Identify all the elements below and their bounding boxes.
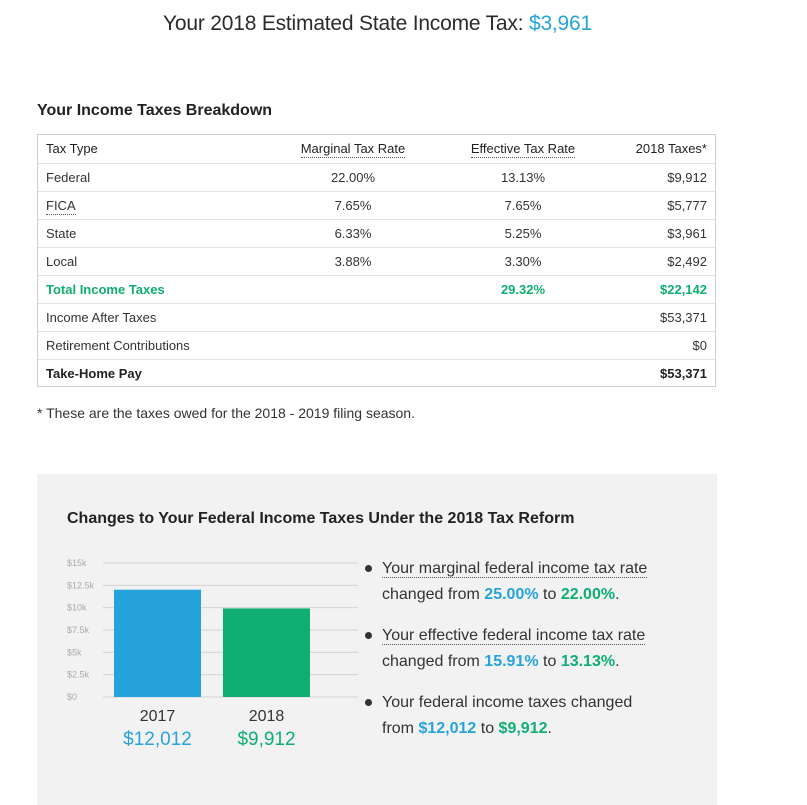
row-marginal [268,275,438,303]
row-taxes: $2,492 [667,253,707,269]
row-type: State [46,225,77,241]
take-home-row: Take-Home Pay $53,371 [38,359,715,387]
row-marginal [268,359,438,387]
table-row: Retirement Contributions $0 [38,331,715,359]
row-type: Local [46,253,78,269]
row-type: Federal [46,169,91,185]
row-taxes: $5,777 [667,197,707,213]
bullet-dot-icon [365,565,372,572]
bullet-mid: changed from [382,586,480,603]
row-type-fica[interactable]: FICA [46,197,76,215]
table-header-row: Tax Type Marginal Tax Rate Effective Tax… [38,135,715,163]
col-marginal[interactable]: Marginal Tax Rate [300,141,406,159]
y-tick-label: $10k [67,603,87,613]
bullet-from: $12,012 [418,720,477,737]
row-marginal [268,331,438,359]
table-row: FICA 7.65% 7.65% $5,777 [38,191,715,219]
row-effective: 29.32% [500,281,546,297]
reform-title: Changes to Your Federal Income Taxes Und… [67,510,575,527]
row-type: Take-Home Pay [46,365,142,381]
x-category-label: 2018 [249,708,285,725]
row-taxes: $0 [692,337,707,353]
headline-prefix: Your 2018 Estimated State Income Tax: [163,12,524,35]
page-headline: Your 2018 Estimated State Income Tax: $3… [0,12,755,36]
bullet-dot-icon [365,699,372,706]
row-marginal: 7.65% [334,197,372,213]
row-taxes: $9,912 [667,169,707,185]
row-taxes: $53,371 [660,365,707,381]
y-tick-label: $15k [67,558,87,568]
bullet-to: 22.00% [560,586,616,603]
bullet-lead[interactable]: Your effective federal income tax rate [382,627,646,645]
y-tick-label: $2.5k [67,670,90,680]
table-row: State 6.33% 5.25% $3,961 [38,219,715,247]
bullet-lead: Your federal income taxes changed [382,694,633,711]
y-tick-label: $5k [67,647,82,657]
row-effective [438,331,608,359]
col-effective[interactable]: Effective Tax Rate [470,141,576,159]
bar-value-label: $9,912 [237,729,295,750]
col-taxes: 2018 Taxes* [635,141,707,157]
bar-value-label: $12,012 [123,729,192,750]
bullet-mid: changed from [382,653,480,670]
headline-amount: $3,961 [528,12,592,35]
table-row: Income After Taxes $53,371 [38,303,715,331]
col-tax-type: Tax Type [46,141,98,157]
row-type: Income After Taxes [46,309,157,325]
bullet-to-word: to [480,720,495,737]
bullet-to: $9,912 [498,720,548,737]
row-effective: 7.65% [504,197,542,213]
bullet-effective: Your effective federal income tax rate c… [362,623,702,675]
y-tick-label: $0 [67,692,77,702]
row-type: Total Income Taxes [46,281,165,297]
bullet-lead[interactable]: Your marginal federal income tax rate [382,560,648,578]
total-row: Total Income Taxes 29.32% $22,142 [38,275,715,303]
reform-bar-chart: $0 $2.5k $5k $7.5k $10k $12.5k $15k 2017 $12,012… [67,558,358,750]
row-taxes: $3,961 [667,225,707,241]
bullet-mid: from [382,720,414,737]
bar-2017 [114,589,201,697]
x-category-label: 2017 [140,708,176,725]
table-row: Local 3.88% 3.30% $2,492 [38,247,715,275]
row-taxes: $53,371 [660,309,707,325]
bullet-from: 15.91% [484,653,539,670]
footnote: * These are the taxes owed for the 2018 … [37,405,415,421]
row-effective: 3.30% [504,253,542,269]
reform-bullets: Your marginal federal income tax rate ch… [362,556,702,757]
row-effective: 13.13% [500,169,546,185]
bullet-to: 13.13% [560,653,616,670]
row-effective [438,359,608,387]
bullet-to-word: to [543,653,557,670]
bullet-dot-icon [365,632,372,639]
row-type: Retirement Contributions [46,337,190,353]
y-tick-label: $7.5k [67,625,90,635]
row-marginal [268,303,438,331]
y-tick-label: $12.5k [67,580,95,590]
bullet-federal-taxes: Your federal income taxes changed from $… [362,690,702,742]
row-marginal: 3.88% [334,253,372,269]
row-effective: 5.25% [504,225,542,241]
bullet-marginal: Your marginal federal income tax rate ch… [362,556,702,608]
table-row: Federal 22.00% 13.13% $9,912 [38,163,715,191]
row-marginal: 6.33% [334,225,372,241]
row-taxes: $22,142 [660,281,707,297]
breakdown-table: Tax Type Marginal Tax Rate Effective Tax… [37,134,716,387]
row-effective [438,303,608,331]
bullet-from: 25.00% [484,586,539,603]
bar-2018 [223,608,310,697]
breakdown-title: Your Income Taxes Breakdown [37,102,273,119]
bullet-to-word: to [543,586,557,603]
row-marginal: 22.00% [330,169,376,185]
tax-reform-panel: Changes to Your Federal Income Taxes Und… [37,474,717,805]
